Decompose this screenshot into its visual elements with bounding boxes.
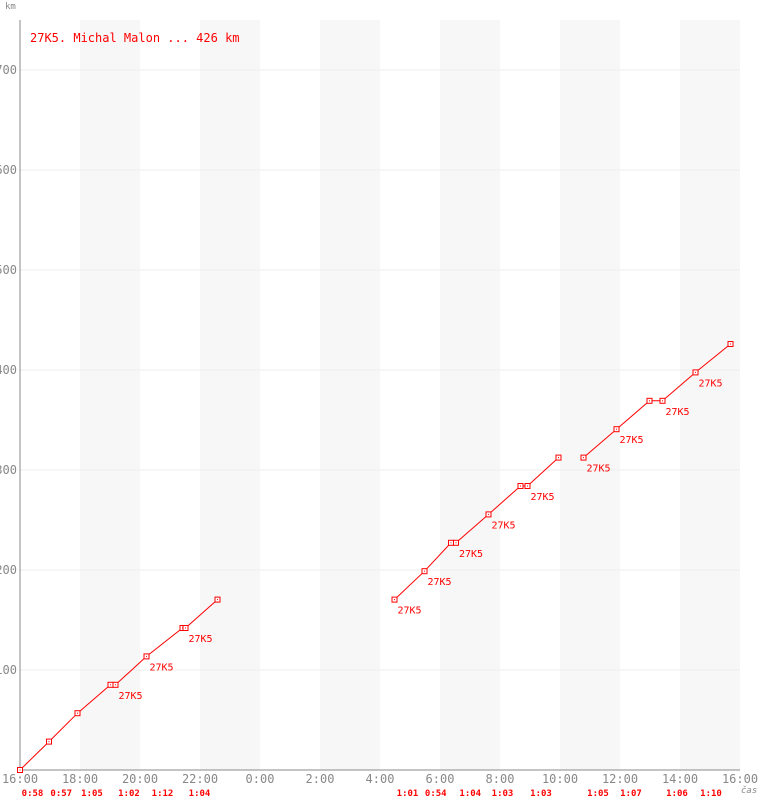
data-point-dot: [649, 400, 650, 402]
lap-time-label: 1:03: [492, 789, 514, 799]
y-tick-label: 200: [0, 563, 17, 577]
shaded-band: [680, 20, 740, 770]
data-point-label: 27K5: [150, 662, 174, 673]
y-tick-label: 300: [0, 463, 17, 477]
x-tick-label: 16:00: [722, 772, 758, 786]
shaded-band: [80, 20, 140, 770]
x-tick-label: 4:00: [366, 772, 395, 786]
data-point-dot: [662, 400, 663, 402]
lap-time-label: 1:05: [587, 789, 609, 799]
x-tick-label: 2:00: [306, 772, 335, 786]
lap-time-label: 1:04: [459, 789, 481, 799]
lap-time-labels: 0:58 0:57 1:05 1:02 1:12 1:04 1:01 0:54 1:04 1:03…: [22, 789, 722, 799]
data-point-label: 27K5: [620, 435, 644, 446]
y-tick-label: 100: [0, 663, 17, 677]
data-point-label: 27K5: [699, 378, 723, 389]
lap-time-label: 1:05: [81, 789, 103, 799]
shaded-band: [440, 20, 500, 770]
lap-time-label: 1:04: [189, 789, 211, 799]
y-axis-label: km: [5, 2, 16, 12]
data-point-dot: [488, 513, 489, 515]
y-tick-label: 400: [0, 363, 17, 377]
data-point-label: 27K5: [492, 520, 516, 531]
data-point-label: 27K5: [119, 691, 143, 702]
lap-time-label: 0:57: [50, 789, 72, 799]
shaded-band: [320, 20, 380, 770]
data-point-dot: [424, 570, 425, 572]
y-tick-label: 500: [0, 263, 17, 277]
data-point-dot: [48, 741, 50, 743]
data-point-dot: [146, 655, 147, 657]
x-tick-label: 18:00: [62, 772, 98, 786]
x-axis-label: čas: [741, 785, 757, 796]
x-tick-label: 6:00: [426, 772, 455, 786]
x-tick-label: 0:00: [246, 772, 275, 786]
x-tick-label: 12:00: [602, 772, 638, 786]
shaded-bands: [80, 20, 740, 770]
chart-title: 27K5. Michal Malon ... 426 km: [30, 31, 240, 45]
x-tick-label: 22:00: [182, 772, 218, 786]
y-tick-label: 700: [0, 63, 17, 77]
lap-time-label: 1:06: [666, 789, 688, 799]
data-point-label: 27K5: [398, 606, 422, 617]
lap-time-label: 1:07: [620, 789, 642, 799]
data-point-label: 27K5: [189, 634, 213, 645]
data-point-label: 27K5: [666, 407, 690, 418]
data-point-dot: [695, 371, 696, 373]
x-tick-labels: 16:00 18:00 20:00 22:00 0:00 2:00 4:00 6:00 8:00…: [2, 772, 758, 786]
lap-time-label: 1:01: [397, 789, 419, 799]
x-tick-label: 16:00: [2, 772, 38, 786]
x-tick-label: 20:00: [122, 772, 158, 786]
data-point-label: 27K5: [428, 577, 452, 588]
y-tick-labels: 100 200 300 400 500 600 700: [0, 63, 17, 677]
data-point-dot: [394, 599, 395, 601]
x-tick-label: 8:00: [486, 772, 515, 786]
shaded-band: [560, 20, 620, 770]
data-point-dot: [520, 485, 521, 487]
data-point-dot: [185, 627, 186, 629]
data-point-dot: [583, 457, 584, 459]
lap-time-label: 1:03: [530, 789, 552, 799]
data-point-dot: [527, 485, 528, 487]
data-point-label: 27K5: [531, 492, 555, 503]
x-tick-label: 10:00: [542, 772, 578, 786]
data-point-dot: [77, 712, 78, 714]
data-point-dot: [558, 457, 559, 459]
data-point-dot: [115, 684, 116, 686]
data-point-label: 27K5: [459, 549, 483, 560]
y-tick-label: 600: [0, 163, 17, 177]
series-line: [583, 343, 731, 458]
grid-lines: [20, 69, 740, 671]
lap-time-label: 1:02: [118, 789, 140, 799]
data-point-dot: [19, 769, 21, 771]
data-point-dot: [455, 542, 457, 544]
data-point-dot: [110, 684, 111, 686]
data-point-dot: [730, 343, 731, 345]
data-point-dot: [217, 599, 218, 601]
lap-time-label: 1:12: [152, 789, 174, 799]
lap-time-label: 0:58: [22, 789, 44, 799]
series-runner: 27K5 27K5 27K5 27K5 27K5 27K5 27K5 27K5 27K5 27K5…: [17, 341, 734, 773]
shaded-band: [200, 20, 260, 770]
data-point-dot: [450, 542, 452, 544]
lap-time-label: 0:54: [425, 789, 447, 799]
lap-time-label: 1:10: [700, 789, 722, 799]
data-point-dot: [616, 428, 617, 430]
x-tick-label: 14:00: [662, 772, 698, 786]
data-point-label: 27K5: [587, 464, 611, 475]
